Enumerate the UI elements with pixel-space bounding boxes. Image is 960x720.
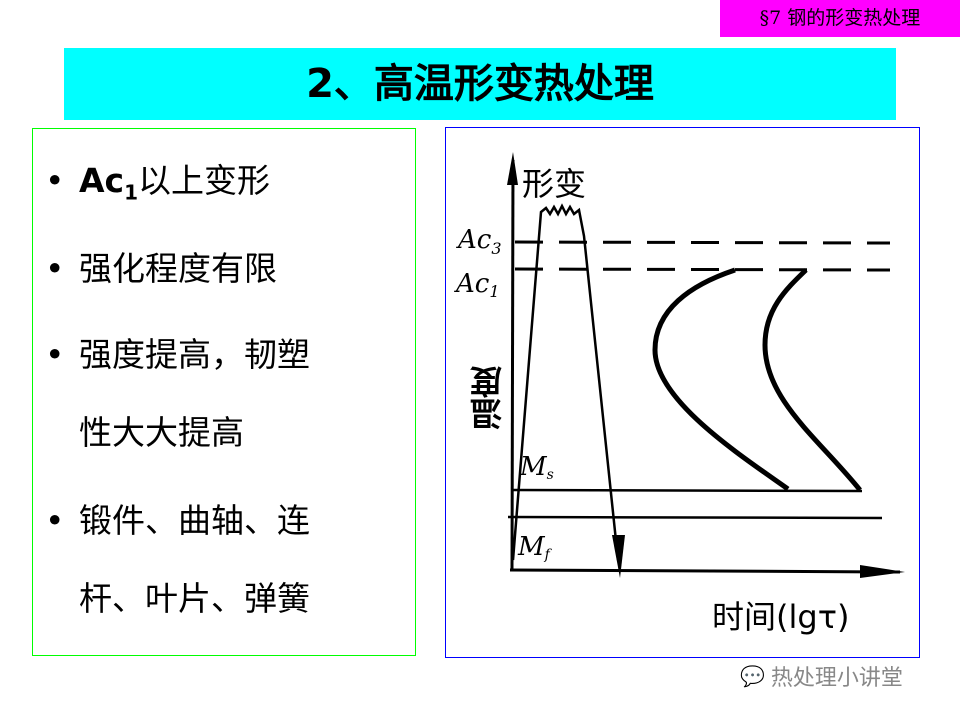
x-axis-arrow (860, 565, 905, 578)
y-axis-label: 温度 (469, 365, 507, 430)
x-axis-label: 时间(lgτ) (712, 598, 849, 636)
x-axis (509, 568, 901, 574)
ac1-line (514, 267, 891, 272)
mf-label: Mf (517, 532, 553, 563)
deformation-label: 形变 (522, 165, 586, 203)
section-tag: §7 钢的形变热处理 (720, 0, 960, 37)
bullet-item: • 锻件、曲轴、连 (45, 501, 310, 540)
bullet-item: • Ac1以上变形 (45, 161, 271, 205)
transformation-end-curve (762, 268, 862, 492)
transformation-start-curve (652, 267, 790, 492)
ac3-line (514, 240, 891, 245)
watermark: 💬 热处理小讲堂 (740, 660, 903, 692)
wechat-icon: 💬 (740, 664, 765, 688)
ac3-label: Ac3 (456, 225, 502, 258)
mf-line (507, 515, 883, 520)
bullet-panel: • Ac1以上变形 • 强化程度有限 • 强度提高，韧塑 性大大提高 • 锻件、曲轴、连… (32, 128, 416, 656)
ms-label: Ms (519, 452, 554, 483)
process-path (511, 203, 620, 561)
process-arrow (612, 535, 625, 578)
diagram-panel (445, 127, 920, 658)
y-axis-arrow (507, 152, 518, 185)
bullet-continuation: 杆、叶片、弹簧 (79, 579, 310, 618)
bullet-continuation: 性大大提高 (79, 413, 244, 452)
bullet-item: • 强化程度有限 (45, 249, 277, 288)
slide-title: 2、高温形变热处理 (64, 48, 896, 120)
y-axis (510, 159, 515, 571)
ms-line (512, 488, 863, 493)
ac1-label: Ac1 (454, 269, 500, 301)
watermark-text: 热处理小讲堂 (770, 666, 903, 691)
bullet-item: • 强度提高，韧塑 (45, 335, 310, 374)
